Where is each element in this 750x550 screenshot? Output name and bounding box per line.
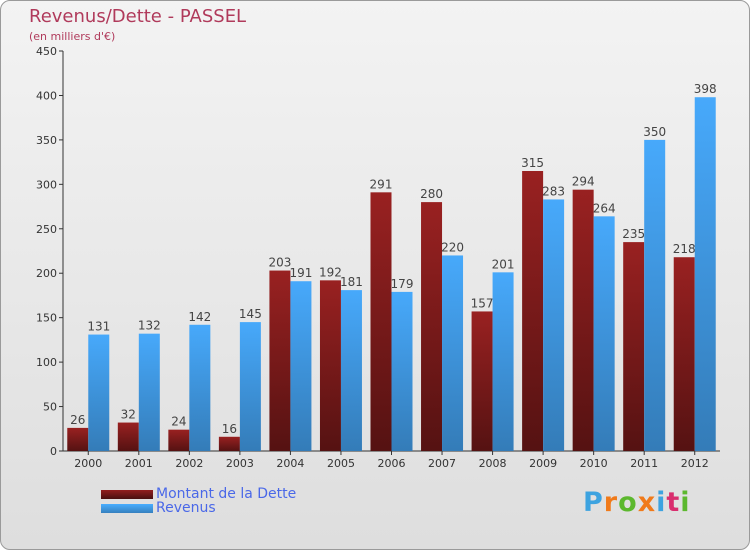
chart-bars [67,97,716,452]
data-label-dette: 24 [171,415,186,429]
y-tick-label: 200 [36,267,57,280]
y-tick-label: 450 [36,45,57,58]
data-label-dette: 203 [268,256,291,270]
y-tick-label: 100 [36,356,57,369]
y-tick-label: 400 [36,89,57,102]
data-label-revenus: 132 [138,319,161,333]
y-tick-label: 350 [36,134,57,147]
bar-dette [269,270,291,451]
bar-revenus [593,216,615,451]
legend-label-dette: Montant de la Dette [156,486,297,502]
x-tick-label: 2005 [327,457,355,470]
bar-dette [117,422,139,451]
data-label-dette: 157 [471,296,494,310]
data-label-revenus: 181 [340,275,363,289]
logo-letter: r [603,487,619,518]
data-label-revenus: 191 [289,266,312,280]
bar-revenus [189,324,211,451]
legend-label-revenus: Revenus [156,500,216,516]
data-label-dette: 315 [521,156,544,170]
bar-revenus [694,97,716,451]
bar-revenus [340,290,362,451]
data-label-dette: 26 [70,413,85,427]
x-tick-label: 2008 [479,457,507,470]
y-tick-label: 300 [36,178,57,191]
bar-revenus [543,199,565,451]
data-label-revenus: 142 [188,310,211,324]
data-label-revenus: 220 [441,240,464,254]
data-label-dette: 280 [420,187,443,201]
bar-revenus [239,322,261,451]
x-tick-label: 2003 [226,457,254,470]
data-label-dette: 235 [622,227,645,241]
logo-letter: i [680,487,691,518]
logo-letter: i [656,487,667,518]
proxiti-logo: Proxiti [583,487,691,518]
bar-revenus [138,333,160,451]
data-label-revenus: 283 [542,184,565,198]
x-tick-label: 2004 [276,457,304,470]
bar-dette [471,311,493,451]
data-label-dette: 16 [222,422,237,436]
y-tick-label: 50 [43,401,57,414]
y-tick-label: 150 [36,312,57,325]
bar-dette [370,192,392,452]
chart-title: Revenus/Dette - PASSEL [29,6,247,27]
data-label-revenus: 179 [391,277,414,291]
logo-letter: P [583,487,604,518]
bar-revenus [391,291,413,451]
data-label-dette: 192 [319,265,342,279]
data-label-revenus: 201 [492,257,515,271]
legend-swatch-dette [101,490,153,499]
bar-dette [623,242,645,451]
data-label-revenus: 264 [593,201,616,215]
data-label-dette: 32 [121,408,136,422]
bar-dette [168,429,190,451]
bar-dette [218,436,240,451]
data-label-revenus: 145 [239,307,262,321]
legend-swatch-revenus [101,504,153,513]
bar-dette [572,189,594,451]
bar-revenus [644,139,666,451]
data-label-dette: 294 [572,175,595,189]
chart-subtitle: (en milliers d'€) [29,30,116,43]
bar-dette [421,202,443,451]
bar-revenus [290,281,312,451]
x-tick-label: 2009 [529,457,557,470]
bar-dette [673,257,695,451]
data-label-revenus: 350 [643,125,666,139]
data-label-dette: 291 [370,177,393,191]
logo-letter: t [666,487,681,518]
y-tick-label: 250 [36,223,57,236]
x-tick-label: 2001 [125,457,153,470]
data-label-dette: 218 [673,242,696,256]
x-tick-label: 2012 [681,457,709,470]
bar-dette [319,280,341,451]
logo-letter: x [637,487,657,518]
x-tick-label: 2007 [428,457,456,470]
x-tick-label: 2002 [175,457,203,470]
bar-revenus [492,272,514,451]
logo-letter: o [618,487,638,518]
y-tick-label: 0 [50,445,57,458]
x-tick-label: 2010 [580,457,608,470]
data-label-revenus: 131 [87,320,110,334]
x-tick-label: 2011 [630,457,658,470]
data-label-revenus: 398 [694,82,717,96]
x-tick-label: 2000 [74,457,102,470]
bar-revenus [442,255,464,451]
x-tick-label: 2006 [378,457,406,470]
bar-revenus [88,334,110,451]
bar-dette [67,427,89,451]
bar-dette [522,171,544,451]
